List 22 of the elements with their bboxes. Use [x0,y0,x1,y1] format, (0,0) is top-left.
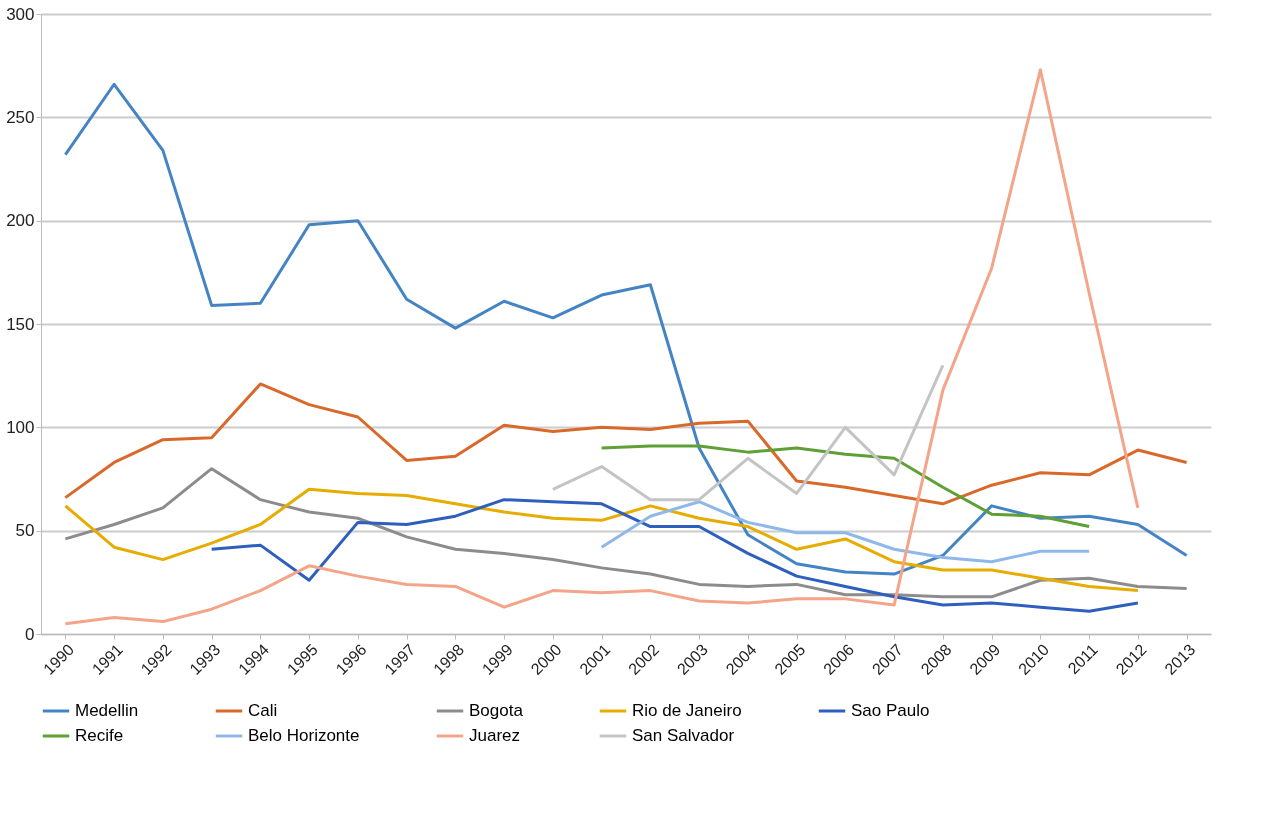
legend-label: Bogota [469,701,524,720]
line-series [63,467,1189,599]
legend-label: Rio de Janeiro [632,701,742,720]
y-tick-label: 250 [6,107,35,127]
y-tick-label: 150 [6,314,35,334]
line-series [63,382,1189,506]
legend-label: Medellin [75,701,139,720]
legend-label: Recife [75,726,124,745]
legend-label: Juarez [469,726,521,745]
legend-label: San Salvador [632,726,735,745]
line-series [600,444,1091,529]
line-series [600,500,1091,564]
y-tick-label: 0 [25,624,35,644]
legend-label: Sao Paulo [851,701,930,720]
y-tick-label: 100 [6,417,35,437]
legend-label: Belo Horizonte [248,726,360,745]
y-tick-label: 300 [6,4,35,24]
line-series [210,498,1140,613]
line-series [63,487,1140,593]
y-tick-label: 200 [6,211,35,231]
legend-label: Cali [248,701,278,720]
y-tick-label: 50 [15,521,35,541]
